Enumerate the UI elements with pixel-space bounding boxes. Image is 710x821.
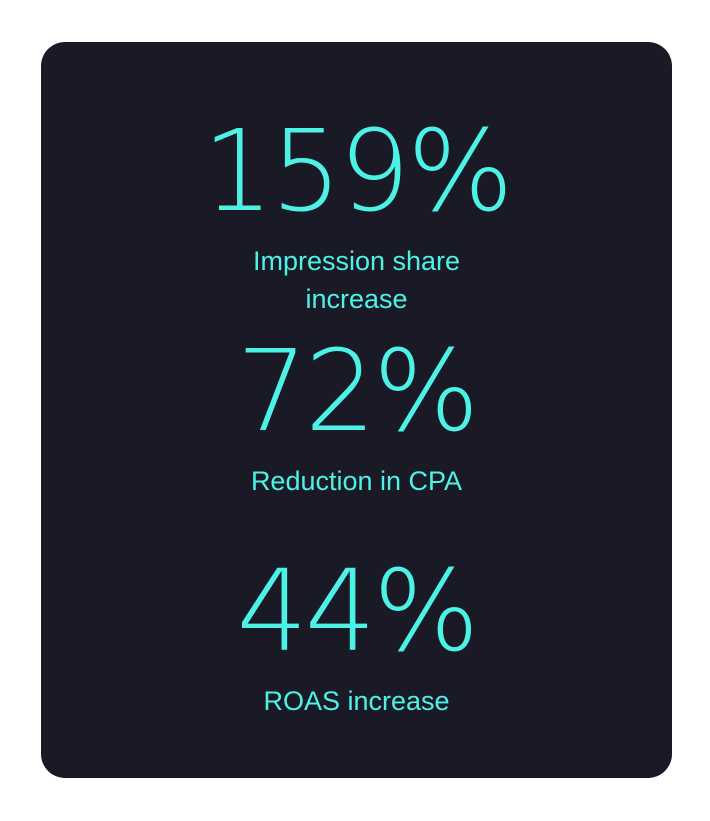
stat-value: 159% <box>202 107 513 237</box>
stat-label: ROAS increase <box>263 686 450 716</box>
stat-value: 44% <box>236 547 480 677</box>
stat-label: Impression share increase <box>252 246 461 314</box>
stat-label: Reduction in CPA <box>250 466 463 496</box>
stats-card: 159% Impression share increase 72% Reduc… <box>41 42 672 778</box>
stat-value: 72% <box>236 327 480 457</box>
stat-cpa-reduction: 72% Reduction in CPA <box>41 336 672 500</box>
stat-roas-increase: 44% ROAS increase <box>41 556 672 720</box>
stat-impression-share: 159% Impression share increase <box>41 116 672 318</box>
